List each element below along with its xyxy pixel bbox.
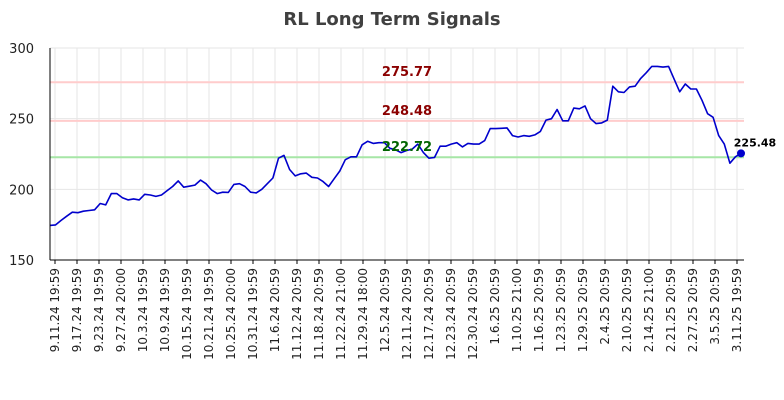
x-tick-label: 11.18.24 20:59 [312,268,326,360]
x-tick-label: 12.5.24 20:59 [378,268,392,352]
x-tick-label: 12.17.24 20:59 [422,268,436,360]
last-price-marker [737,149,745,158]
x-tick-label: 9.17.24 19:59 [70,268,84,352]
x-tick-label: 10.21.24 19:59 [202,268,216,360]
price-line [49,65,742,227]
x-tick-label: 11.6.24 20:59 [268,268,282,352]
x-tick-label: 1.10.25 21:00 [510,268,524,352]
x-tick-label: 11.22.24 21:00 [334,268,348,360]
y-tick-label: 250 [9,113,34,128]
signal-line-label: 248.48 [382,104,432,119]
label-layer: 275.77 248.48 222.72 225.48 [382,65,776,155]
x-tick-label: 9.23.24 19:59 [92,268,106,352]
signal-lines [50,81,744,159]
y-tick-label: 200 [9,183,34,198]
x-tick-label: 11.12.24 20:59 [290,268,304,360]
x-tick-label: 2.4.25 20:59 [598,268,612,345]
x-tick-label: 2.27.25 20:59 [686,268,700,352]
x-tick-label: 9.27.24 20:00 [114,268,128,352]
x-tick-label: 12.30.24 20:59 [466,268,480,360]
x-tick-label: 11.29.24 18:00 [356,268,370,360]
x-tick-label: 3.11.25 19:59 [730,268,744,352]
x-tick-label: 9.11.24 19:59 [48,268,62,352]
chart-title: RL Long Term Signals [283,9,500,30]
x-tick-label: 12.23.24 20:59 [444,268,458,360]
series-layer [49,65,745,227]
x-tick-label: 10.9.24 19:59 [158,268,172,352]
x-tick-label: 2.10.25 20:59 [620,268,634,352]
x-tick-label: 10.25.24 20:00 [224,268,238,360]
y-tick-label: 150 [9,254,34,269]
x-tick-label: 2.14.25 21:00 [642,268,656,352]
y-tick-label: 300 [9,42,34,57]
signal-line-label: 275.77 [382,65,432,80]
last-price-label: 225.48 [734,136,776,149]
grid-layer [50,47,744,261]
x-tick-label: 1.6.25 20:59 [488,268,502,345]
x-tick-label: 10.15.24 19:59 [180,268,194,360]
x-tick-label: 3.5.25 20:59 [708,268,722,345]
x-tick-label: 10.3.24 19:59 [136,268,150,352]
axis-layer: 150 200 250 300 9.11.24 19:59 9.17.24 19:59 9.… [9,42,744,360]
x-tick-label: 1.29.25 20:59 [576,268,590,352]
x-tick-label: 1.23.25 20:59 [554,268,568,352]
x-tick-label: 10.31.24 19:59 [246,268,260,360]
signal-line-label: 222.72 [382,140,432,155]
x-tick-label: 1.16.25 20:59 [532,268,546,352]
x-tick-label: 12.11.24 20:59 [400,268,414,360]
x-tick-label: 2.21.25 20:59 [664,268,678,352]
